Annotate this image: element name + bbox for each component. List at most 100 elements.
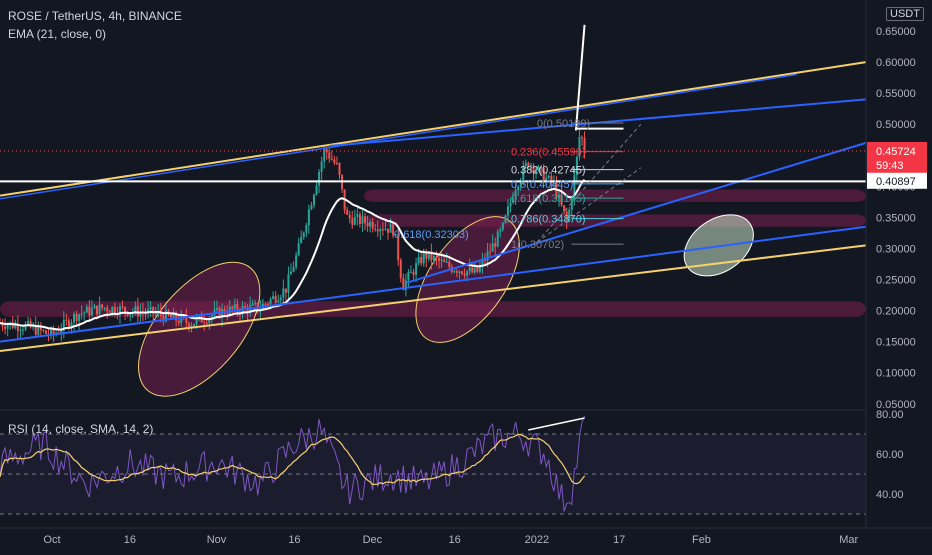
candle-body [16,324,19,331]
candle-body [438,257,441,261]
candle-body [489,251,492,253]
candle-body [517,186,520,191]
candle-body [277,300,280,303]
candle-body [537,166,540,171]
fib-retracement: 0(0.50189) 0.236(0.45590) 0.382(0.42745) 0.… [394,118,624,251]
candle-body [527,162,530,167]
symbol-title[interactable]: ROSE / TetherUS, 4h, BINANCE [8,9,182,23]
rsi-tick-label: 80.00 [876,409,904,421]
candle-body [164,310,167,322]
candle-body [149,306,152,310]
candle-body [29,320,32,328]
candle-body [379,229,382,232]
candle-body [512,198,515,203]
candle-body [70,322,73,328]
support-yellow-line [0,244,867,352]
candle-body [335,162,338,164]
fib-label: 1(0.30702) [511,239,564,251]
candle-body [231,306,234,309]
candle-body [284,288,287,293]
candle-body [415,263,418,275]
candle-body [136,306,139,317]
candle-body [154,313,157,315]
price-tick-label: 0.25000 [876,275,916,287]
price-tick-label: 0.30000 [876,243,916,255]
candle-body [448,261,451,267]
time-tick-label: Mar [839,534,858,546]
candle-body [409,271,412,273]
candle-body [381,229,384,231]
drawings-layer [0,24,867,352]
candle-body [333,159,336,163]
candle-body [300,236,303,244]
candle-body [366,222,369,227]
candle-body [358,214,361,225]
price-tick-label: 0.35000 [876,212,916,224]
fib-label: 0.236(0.45590) [511,147,586,159]
price-tick-label: 0.20000 [876,306,916,318]
price-tick-label: 0.60000 [876,57,916,69]
candle-body [6,325,9,329]
candle-body [37,325,40,335]
candle-body [348,214,351,219]
rsi-indicator-label[interactable]: RSI (14, close, SMA, 14, 2) [8,422,154,436]
candle-body [129,313,132,316]
currency-badge[interactable]: USDT [886,7,924,21]
candle-body [328,152,331,159]
channel-mid-line [406,141,867,284]
candle-body [542,167,545,182]
support-zone [363,189,866,202]
candle-body [93,305,96,309]
candle-body [361,216,364,225]
level-price-value: 0.40897 [876,176,916,188]
candle-body [98,304,101,315]
candle-body [399,260,402,279]
candle-body [297,243,300,256]
candle-body [389,224,392,233]
candle-body [432,256,435,261]
candle-body [254,303,257,305]
candle-body [95,305,98,315]
candle-body [50,329,53,336]
candle-body [483,259,486,261]
time-tick-label: Dec [363,534,383,546]
candle-body [85,306,88,313]
candle-body [185,317,188,323]
candle-body [221,308,224,318]
candle-body [21,329,24,331]
candle-body [75,314,78,321]
candle-body [578,137,581,157]
candle-body [486,251,489,261]
candle-body [172,312,175,318]
candle-body [560,194,563,206]
candle-body [384,228,387,230]
candle-body [34,325,37,335]
candle-body [496,231,499,247]
candle-body [139,311,142,317]
fib-label: 0.618(0.32303) [394,229,469,241]
candle-body [453,271,456,273]
candle-body [88,306,91,316]
candle-body [346,209,349,215]
candle-body [39,325,42,331]
candle-body [180,315,183,324]
candle-body [274,295,277,303]
candle-body [203,322,206,324]
candle-body [170,314,173,318]
price-axis-bg [866,0,932,550]
candle-body [175,312,178,321]
black-projection-line [574,24,586,131]
time-tick-label: 17 [613,534,625,546]
candle-body [292,267,295,272]
candle-body [14,324,17,328]
candle-body [420,257,423,264]
candle-body [563,205,566,212]
candle-body [356,214,359,217]
candle-body [506,206,509,216]
candle-body [417,257,420,264]
ema-indicator-label[interactable]: EMA (21, close, 0) [8,27,107,41]
candle-body [302,232,305,237]
